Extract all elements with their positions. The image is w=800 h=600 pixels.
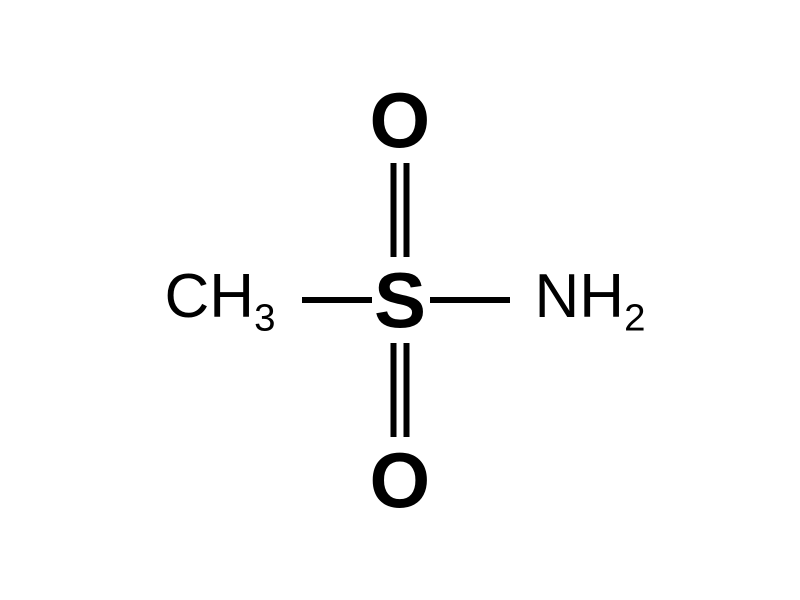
atom-amine-main: NH bbox=[535, 262, 625, 331]
atom-sulfur-label: S bbox=[374, 256, 426, 344]
atom-oxygen-bottom: O bbox=[370, 435, 431, 526]
atom-oxygen-top-label: O bbox=[370, 76, 431, 164]
atom-sulfur: S bbox=[374, 255, 426, 346]
atom-oxygen-top: O bbox=[370, 75, 431, 166]
atom-methyl-group: CH3 bbox=[165, 261, 276, 340]
atom-amine-group: NH2 bbox=[535, 261, 646, 340]
atom-methyl-main: CH bbox=[165, 262, 255, 331]
atom-methyl-subscript: 3 bbox=[254, 296, 275, 339]
atom-oxygen-bottom-label: O bbox=[370, 436, 431, 524]
atom-amine-subscript: 2 bbox=[624, 296, 645, 339]
chemical-structure-diagram: S O O CH3 NH2 bbox=[0, 0, 800, 600]
